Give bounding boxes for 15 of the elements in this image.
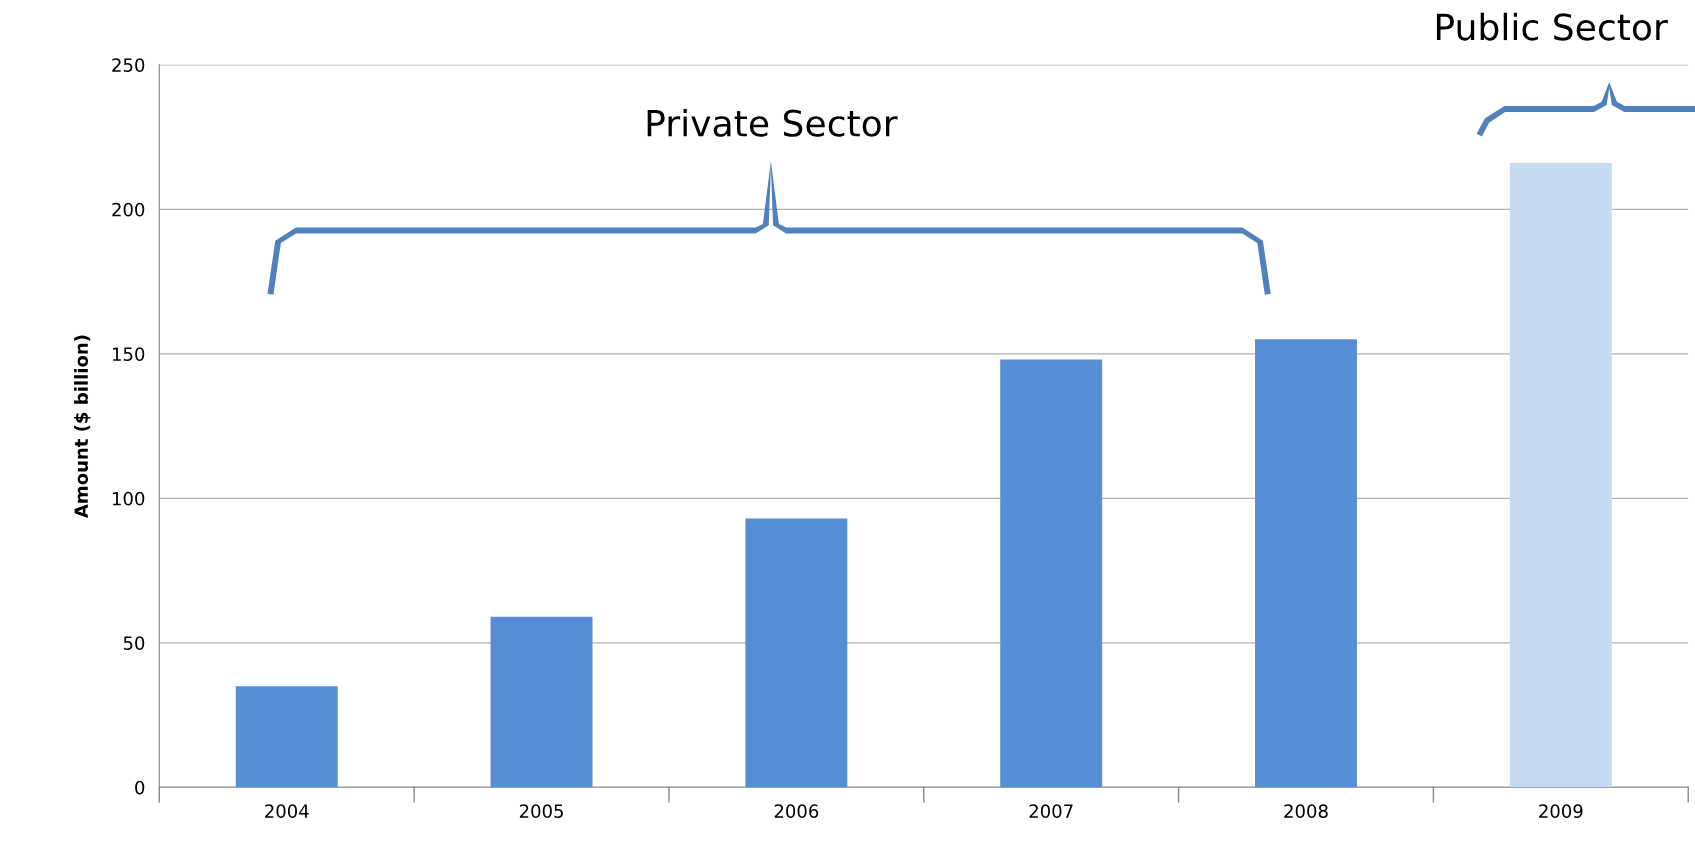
y-tick-label: 0 (135, 780, 145, 795)
y-tick-label: 100 (112, 491, 145, 506)
x-tick-label: 2009 (1539, 804, 1583, 818)
y-axis-title: Amount ($ billion) (74, 335, 91, 519)
x-tick-label: 2005 (519, 804, 563, 818)
text: Public Sector (1436, 12, 1668, 41)
x-tick-label: 2008 (1284, 804, 1328, 818)
y-tick-label: 50 (123, 636, 145, 650)
x-tick-label: 2006 (774, 804, 819, 818)
x-tick-label: 2004 (265, 804, 309, 818)
y-tick-label: 200 (112, 202, 145, 217)
y-tick-label: 150 (112, 347, 145, 361)
annotation: Private Sector (647, 108, 898, 137)
y-tick-label: 250 (112, 58, 145, 72)
x-tick-label: 2007 (1029, 804, 1073, 818)
